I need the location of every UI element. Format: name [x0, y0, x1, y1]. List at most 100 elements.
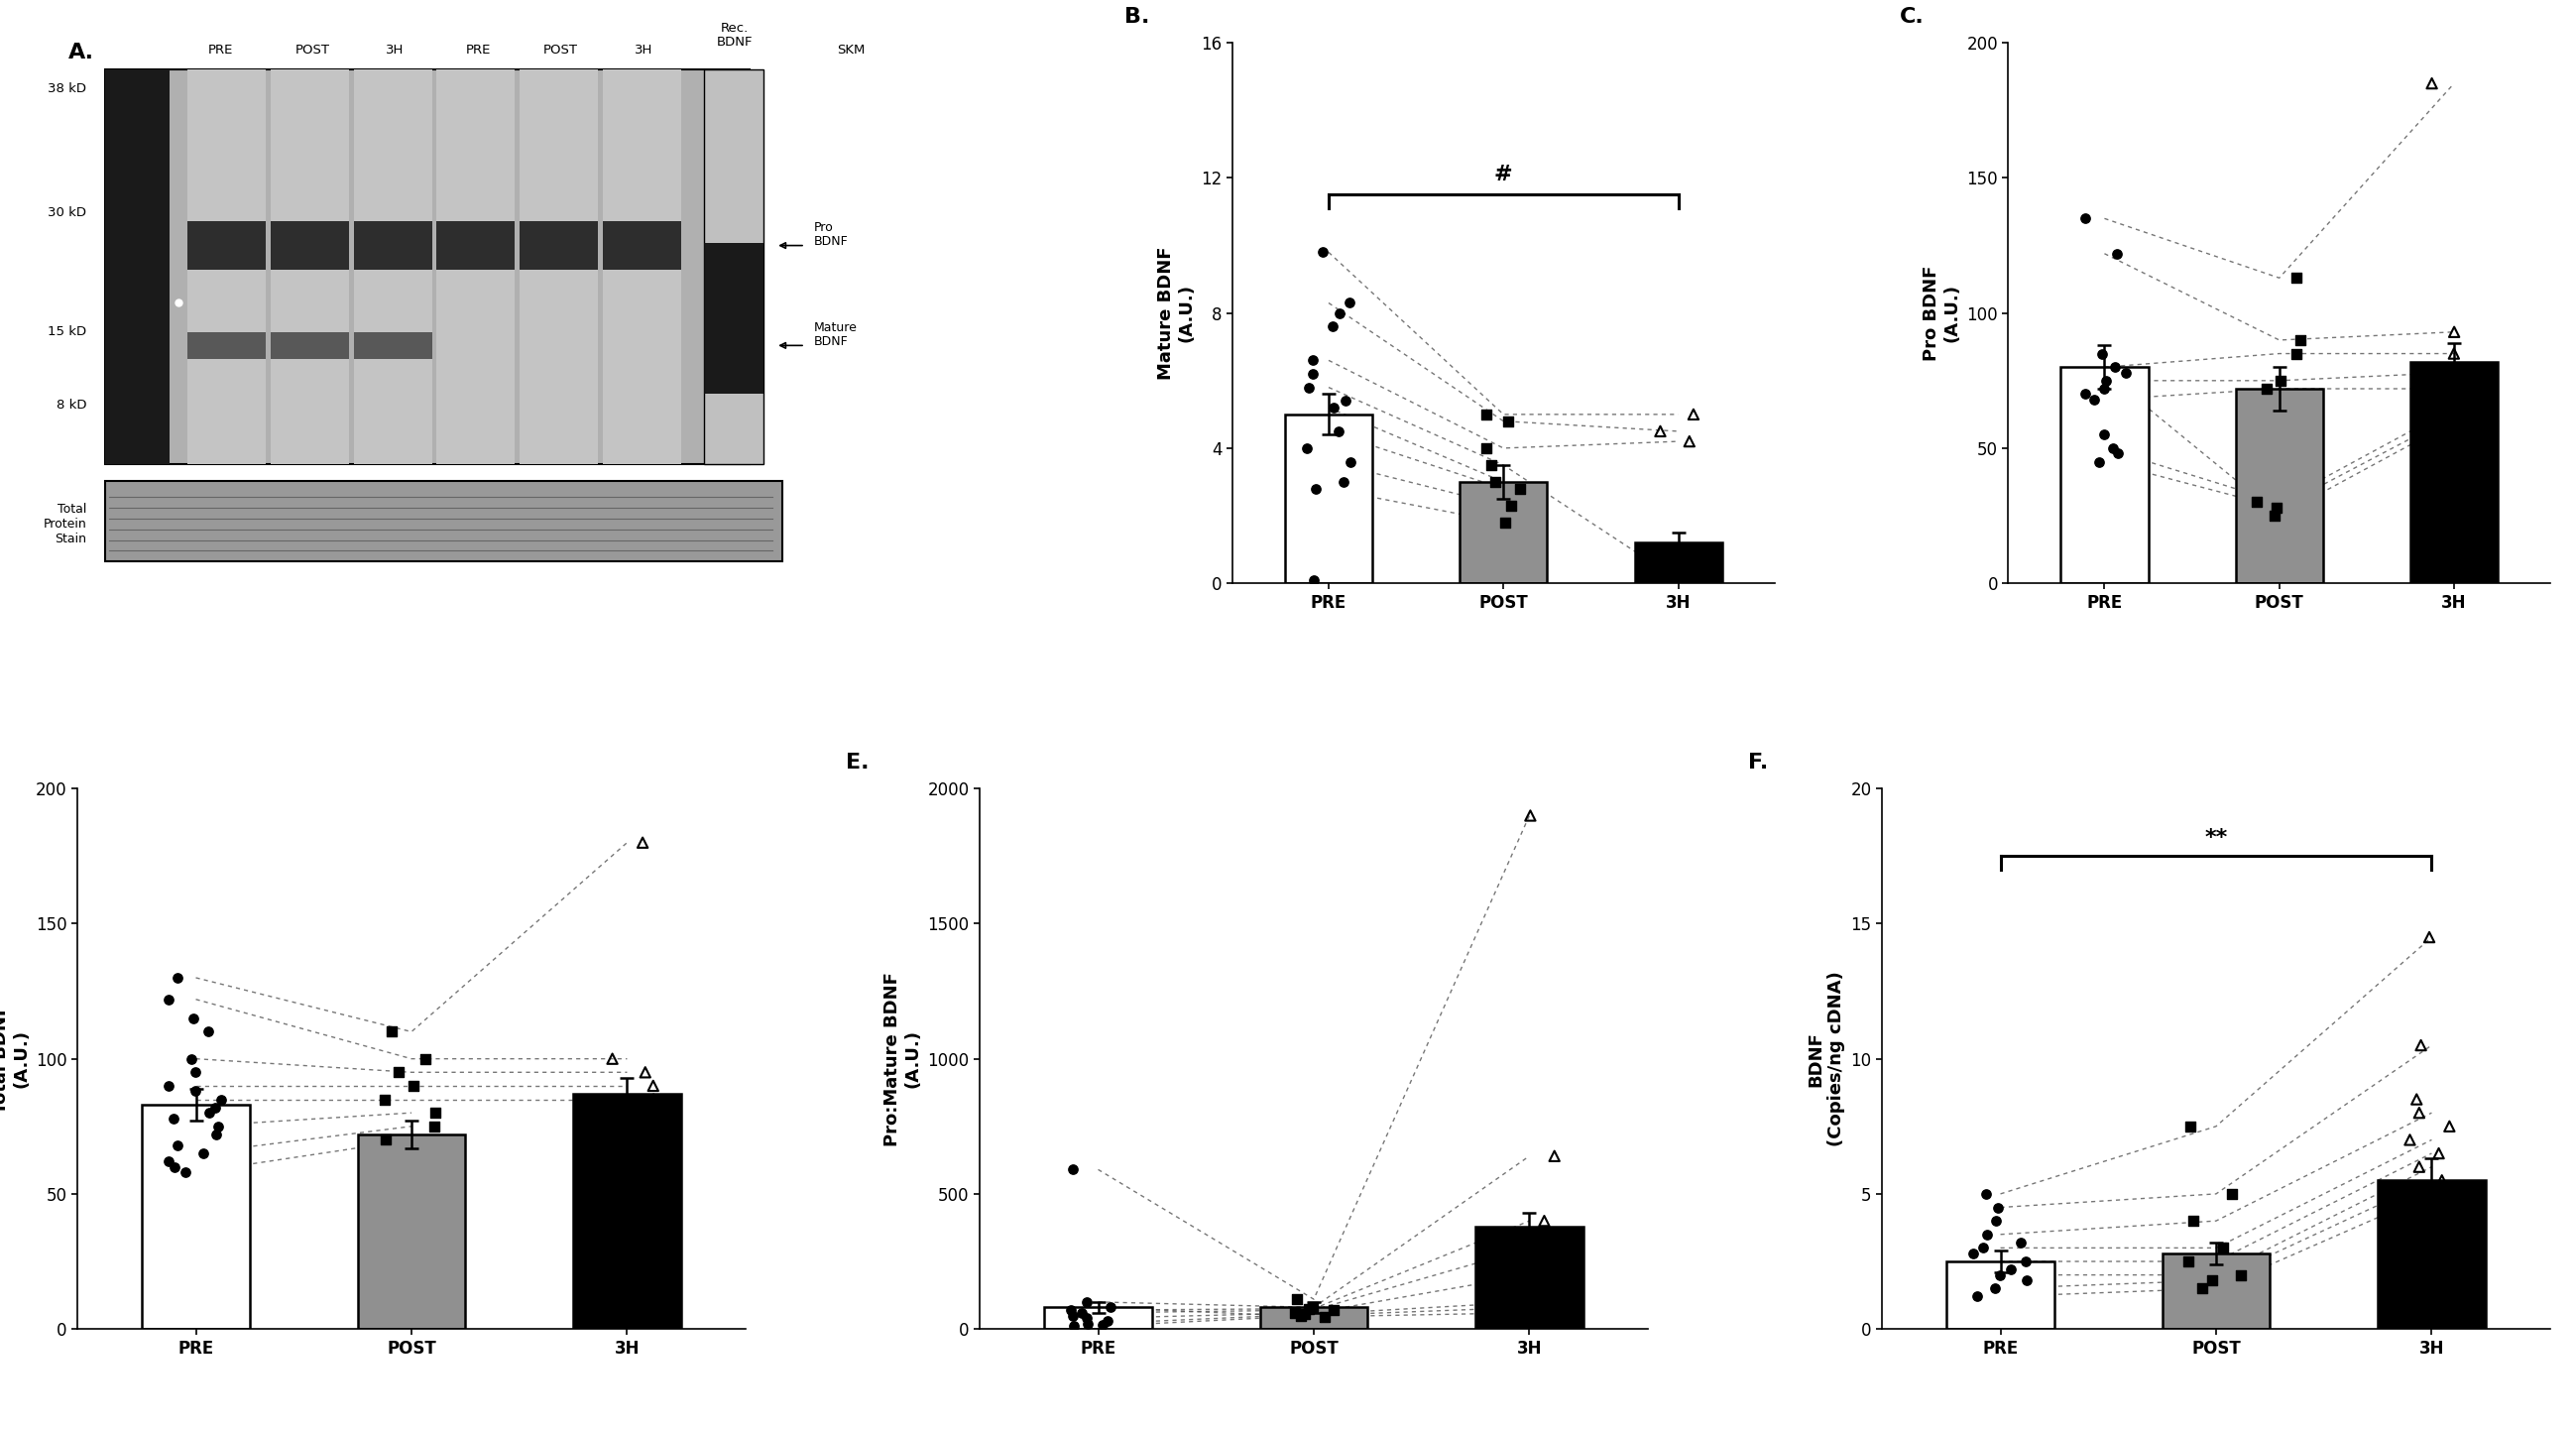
Point: [379, 1060, 420, 1083]
Point: [1965, 1182, 2007, 1205]
Point: [1953, 1242, 1994, 1265]
Point: [2396, 1087, 2437, 1110]
Y-axis label: Pro:Mature BDNF
(A.U.): Pro:Mature BDNF (A.U.): [884, 972, 922, 1146]
Point: [1492, 494, 1533, 517]
Bar: [142, 1105, 250, 1329]
Text: 30 kD: 30 kD: [49, 207, 88, 220]
Point: [147, 1075, 188, 1097]
Point: [1489, 1296, 1530, 1319]
Point: [1965, 1223, 2007, 1246]
Point: [2169, 1115, 2210, 1137]
FancyBboxPatch shape: [270, 332, 350, 359]
Point: [2007, 1269, 2048, 1292]
FancyBboxPatch shape: [520, 70, 598, 464]
Bar: [2378, 1180, 2486, 1329]
FancyBboxPatch shape: [435, 70, 515, 464]
Point: [1329, 292, 1370, 314]
Point: [2221, 1263, 2262, 1286]
Point: [2416, 362, 2458, 384]
Point: [1293, 349, 1334, 372]
Point: [371, 1020, 412, 1043]
Point: [1502, 1302, 1543, 1325]
Text: POST: POST: [544, 43, 577, 56]
Point: [2434, 320, 2476, 343]
Point: [2254, 504, 2295, 527]
Text: SKM: SKM: [837, 43, 866, 56]
Point: [621, 832, 662, 855]
Point: [2182, 1278, 2223, 1300]
FancyBboxPatch shape: [520, 221, 598, 270]
Point: [412, 1115, 453, 1137]
Point: [1499, 477, 1540, 500]
Point: [2097, 442, 2138, 464]
Point: [1296, 477, 1337, 500]
Point: [1533, 1145, 1574, 1167]
Point: [1978, 1263, 2020, 1286]
Point: [1314, 316, 1355, 339]
FancyBboxPatch shape: [703, 243, 762, 394]
Point: [1976, 1196, 2017, 1219]
Point: [1280, 1305, 1321, 1328]
Point: [196, 1123, 237, 1146]
Point: [2210, 1182, 2251, 1205]
Point: [2084, 423, 2125, 446]
Point: [157, 1133, 198, 1156]
Point: [2246, 377, 2287, 400]
Point: [2434, 342, 2476, 364]
Point: [2398, 1156, 2439, 1179]
Bar: [1260, 1308, 1368, 1329]
Point: [2192, 1269, 2233, 1292]
Point: [175, 1080, 216, 1103]
Point: [1669, 430, 1710, 453]
Point: [1283, 1303, 1324, 1326]
Point: [2401, 1033, 2442, 1056]
Point: [2236, 490, 2277, 513]
Point: [1522, 1209, 1564, 1232]
Text: PRE: PRE: [466, 43, 489, 56]
Point: [2416, 377, 2458, 400]
FancyBboxPatch shape: [106, 70, 750, 464]
Point: [1991, 1258, 2032, 1280]
Point: [1303, 242, 1345, 264]
FancyBboxPatch shape: [603, 70, 680, 464]
Point: [149, 987, 191, 1010]
Point: [2275, 266, 2316, 289]
Point: [1051, 1299, 1092, 1322]
Point: [623, 1060, 665, 1083]
Point: [165, 1160, 206, 1183]
Bar: [1285, 414, 1373, 583]
FancyBboxPatch shape: [106, 480, 783, 562]
Point: [1963, 1236, 2004, 1259]
Y-axis label: Total BDNF
(A.U.): Total BDNF (A.U.): [0, 1003, 31, 1113]
Point: [1087, 1309, 1128, 1332]
Point: [2419, 1142, 2460, 1165]
Point: [2391, 1129, 2432, 1152]
Point: [1293, 569, 1334, 592]
Text: A.: A.: [67, 43, 93, 63]
Point: [1510, 805, 1551, 827]
Point: [183, 1142, 224, 1165]
FancyBboxPatch shape: [106, 70, 170, 464]
Bar: [2411, 362, 2499, 583]
Text: PRE: PRE: [209, 43, 232, 56]
Point: [1520, 1290, 1561, 1313]
FancyBboxPatch shape: [353, 70, 433, 464]
Point: [2411, 71, 2452, 94]
Point: [2087, 369, 2128, 392]
FancyBboxPatch shape: [703, 70, 762, 464]
Text: C.: C.: [1901, 7, 1924, 27]
Text: Pro
BDNF: Pro BDNF: [814, 221, 848, 249]
Bar: [1636, 543, 1721, 583]
Point: [188, 1020, 229, 1043]
Point: [592, 1047, 634, 1070]
Point: [2427, 1196, 2468, 1219]
Text: F.: F.: [1749, 753, 1767, 773]
Point: [1976, 1209, 2017, 1232]
Point: [1278, 1288, 1319, 1310]
Point: [1497, 1236, 1538, 1259]
Point: [2434, 1236, 2476, 1259]
FancyBboxPatch shape: [188, 221, 265, 270]
Text: Total
Protein
Stain: Total Protein Stain: [44, 503, 88, 544]
Y-axis label: BDNF
(Copies/ng cDNA): BDNF (Copies/ng cDNA): [1806, 972, 1844, 1146]
Point: [2280, 329, 2321, 352]
